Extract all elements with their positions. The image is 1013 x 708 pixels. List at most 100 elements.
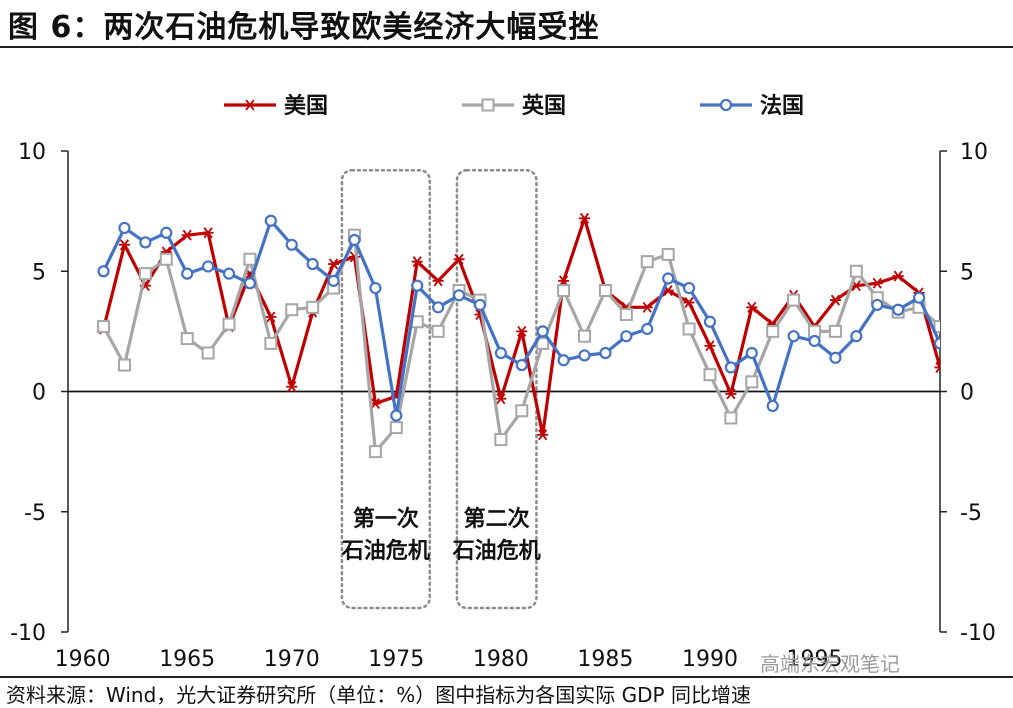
data-point [286, 381, 298, 393]
data-point [850, 330, 863, 343]
data-point [766, 324, 780, 338]
data-point [641, 301, 653, 313]
data-point [892, 270, 904, 282]
asterisk-stroke [663, 284, 673, 296]
figure-title: 图 6：两次石油危机导致欧美经济大幅受挫 [8, 10, 600, 45]
oil-crisis-label-1: 第一次 [353, 506, 419, 532]
asterisk-stroke [203, 227, 213, 239]
data-point [578, 349, 591, 362]
data-point [661, 247, 675, 261]
data-point [725, 388, 737, 400]
x-tick-label: 1960 [55, 647, 111, 672]
y-tick-label-right: 10 [960, 140, 988, 165]
data-point [912, 291, 926, 304]
data-point [724, 411, 738, 425]
data-point [933, 320, 940, 334]
y-tick-label-right: -10 [960, 621, 996, 646]
data-point [682, 281, 696, 295]
data-point [892, 303, 905, 316]
data-point [494, 433, 508, 447]
data-point [620, 330, 633, 343]
data-point [348, 233, 361, 247]
data-point [432, 301, 445, 314]
data-point [745, 375, 759, 389]
oil-crisis-box-1 [340, 168, 432, 610]
legend-label: 美国 [284, 93, 328, 119]
data-point [222, 267, 236, 280]
data-point [368, 445, 382, 459]
data-point [243, 277, 257, 290]
x-tick-label: 1975 [368, 647, 424, 672]
y-tick-label-left: 10 [18, 140, 46, 165]
data-point [139, 236, 152, 249]
series-uk [97, 228, 940, 459]
asterisk-stroke [412, 256, 422, 268]
data-point [871, 277, 883, 289]
data-point [181, 229, 193, 241]
asterisk-stroke [747, 301, 757, 313]
data-point [222, 317, 236, 331]
asterisk-stroke [329, 258, 339, 270]
asterisk-stroke [370, 398, 380, 410]
asterisk-stroke [182, 229, 192, 241]
footer-divider [0, 676, 1013, 678]
legend-item-usa: 美国 [224, 93, 328, 119]
asterisk-stroke [851, 280, 861, 292]
data-point [159, 252, 173, 266]
x-tick-label: 1985 [577, 647, 633, 672]
data-point [97, 320, 111, 334]
x-tick-label: 1980 [473, 647, 529, 672]
data-point [683, 297, 695, 309]
y-tick-label-right: 0 [960, 381, 974, 406]
data-point [787, 330, 800, 343]
data-point [306, 257, 319, 271]
data-point [934, 361, 940, 373]
data-point [160, 226, 173, 239]
data-point [265, 311, 277, 323]
asterisk-stroke [830, 294, 841, 306]
data-point [452, 289, 466, 302]
legend: 美国 英国 法国 [224, 93, 804, 119]
oil-crisis-label-2: 石油危机 [452, 538, 541, 564]
data-point [536, 336, 550, 350]
data-point [97, 265, 110, 278]
y-tick-label-right: 5 [960, 260, 974, 285]
asterisk-stroke [872, 277, 882, 289]
legend-marker [244, 99, 256, 111]
data-point [515, 404, 529, 418]
data-point [306, 300, 320, 314]
data-point [495, 393, 507, 405]
data-point [557, 354, 570, 367]
legend-marker [481, 98, 495, 112]
data-point [537, 429, 549, 441]
data-point [411, 279, 424, 292]
data-point [662, 272, 675, 285]
data-point [202, 227, 214, 239]
data-point [515, 358, 528, 372]
data-point [390, 409, 403, 422]
asterisk-stroke [705, 340, 715, 352]
title-divider [0, 46, 1013, 48]
data-point [264, 336, 278, 350]
legend-marker [719, 98, 733, 112]
data-point [494, 346, 507, 360]
data-point [682, 322, 696, 336]
data-point [432, 275, 444, 287]
x-tick-label: 1970 [264, 647, 320, 672]
data-point [264, 214, 277, 227]
series-france [97, 214, 940, 422]
data-point [243, 252, 257, 266]
legend-item-uk: 英国 [462, 94, 566, 119]
asterisk-stroke [935, 365, 940, 373]
legend-label: 法国 [760, 94, 804, 119]
asterisk-stroke [517, 325, 527, 337]
legend-item-france: 法国 [700, 94, 804, 119]
axes: 10 10 5 5 0 0 -5 -5 -10 -10 1960 1965 1970 1975 1980 19… [10, 140, 996, 672]
data-point [808, 334, 821, 348]
data-point [118, 239, 130, 251]
data-point [536, 325, 549, 338]
data-point [328, 258, 340, 270]
data-point [933, 337, 940, 350]
x-tick-label: 1995 [787, 647, 843, 672]
